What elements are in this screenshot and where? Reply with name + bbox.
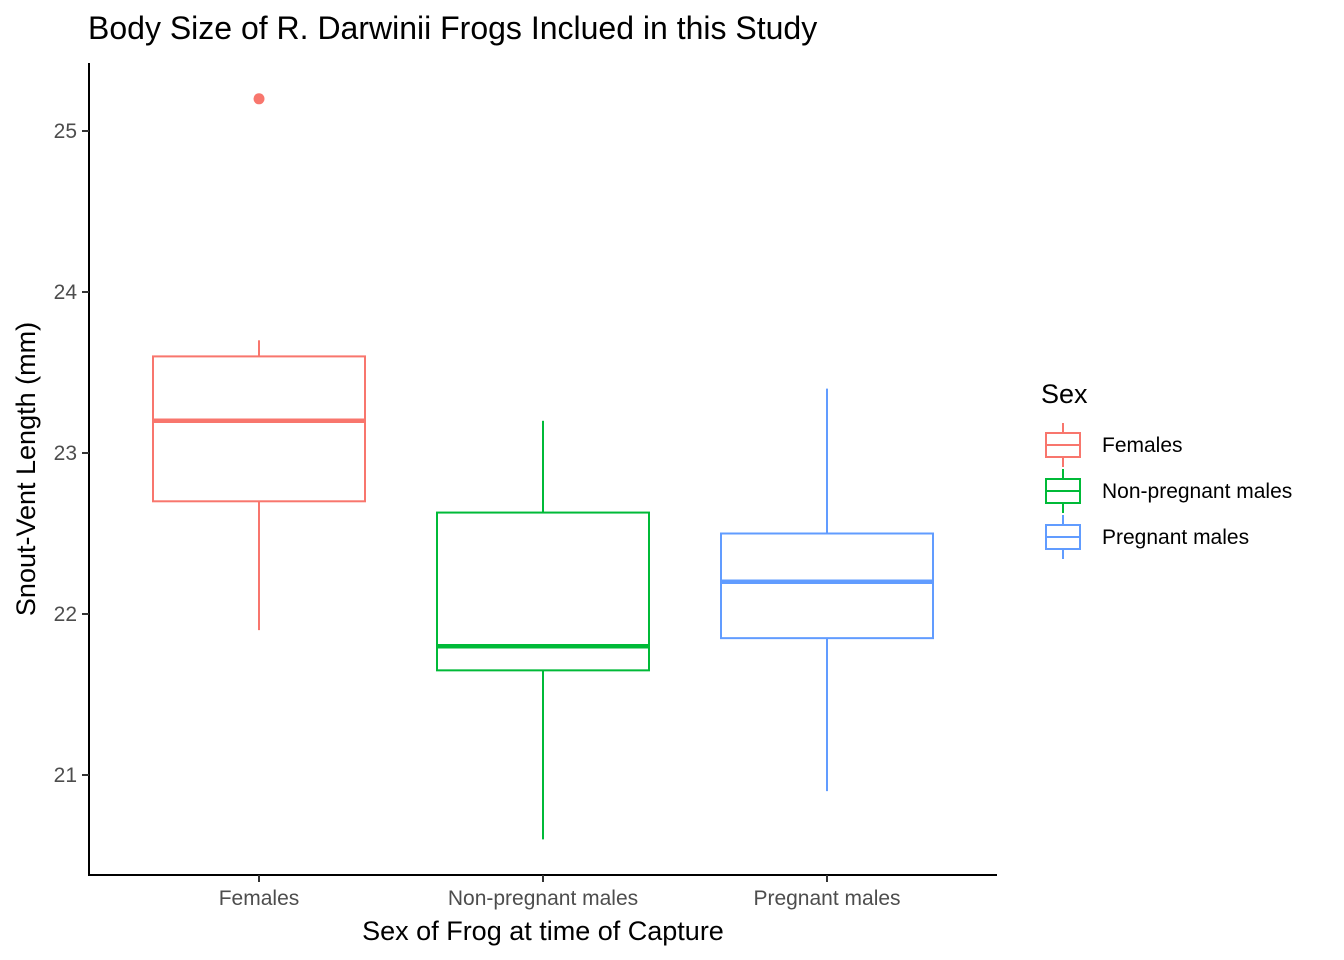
x-tick-label: Non-pregnant males <box>448 887 638 910</box>
y-axis-ticks: 21 22 23 24 25 <box>54 120 89 787</box>
outlier-point <box>253 93 265 105</box>
legend-title: Sex <box>1041 379 1088 409</box>
legend-label: Females <box>1102 434 1183 457</box>
legend-entries: Females Non-pregnant males Pregnant males <box>1045 423 1292 559</box>
box-rect <box>152 355 366 503</box>
x-tick-label: Females <box>219 887 300 910</box>
y-tick-label: 24 <box>54 281 78 304</box>
box-rect <box>720 532 934 640</box>
box-non-pregnant-males <box>436 420 650 840</box>
legend-entry: Pregnant males <box>1045 515 1249 559</box>
legend-label: Pregnant males <box>1102 526 1249 549</box>
y-tick-label: 23 <box>54 442 77 465</box>
y-tick-label: 21 <box>54 764 77 787</box>
chart-title: Body Size of R. Darwinii Frogs Inclued i… <box>88 10 817 46</box>
legend: Sex Females Non-pregnant males Pregnant ma… <box>1041 379 1292 559</box>
box-pregnant-males <box>720 388 934 792</box>
legend-entry: Non-pregnant males <box>1045 469 1292 513</box>
legend-label: Non-pregnant males <box>1102 480 1292 503</box>
y-axis-title: Snout-Vent Length (mm) <box>11 322 41 616</box>
y-tick-label: 25 <box>54 120 77 143</box>
x-tick-label: Pregnant males <box>753 887 900 910</box>
legend-entry: Females <box>1045 423 1183 467</box>
box-females <box>152 93 366 631</box>
y-tick-label: 22 <box>54 603 77 626</box>
x-axis-ticks: Females Non-pregnant males Pregnant males <box>219 875 901 910</box>
x-axis-title: Sex of Frog at time of Capture <box>362 916 724 946</box>
plot-area <box>152 93 934 840</box>
